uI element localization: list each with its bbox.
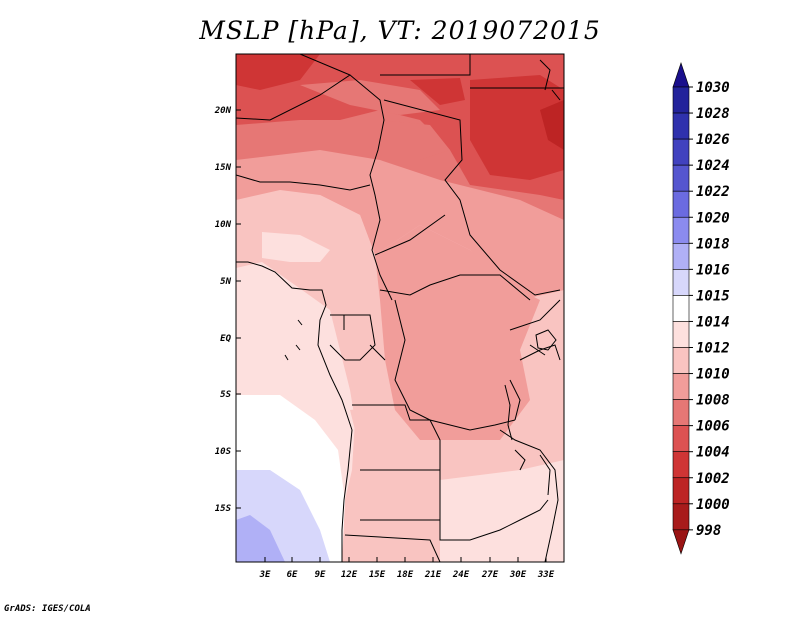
- colorbar-band: [672, 321, 690, 348]
- longitude-axis: 3E 6E 9E 12E 15E 18E 21E 24E 27E 30E 33E: [259, 557, 555, 580]
- colorbar-band: [672, 269, 690, 296]
- colorbar-level-label: 1000: [696, 497, 730, 513]
- colorbar-band: [672, 399, 690, 426]
- lat-tick-label: 10N: [215, 220, 232, 230]
- colorbar-level-label: 1026: [696, 132, 730, 148]
- colorbar-level-label: 1028: [696, 106, 730, 122]
- colorbar-band: [672, 477, 690, 505]
- colorbar-level-label: 1006: [696, 419, 730, 435]
- lon-tick-label: 30E: [509, 570, 527, 580]
- colorbar-level-label: 998: [696, 523, 721, 539]
- colorbar-band: [672, 112, 690, 140]
- map-title: MSLP [hPa], VT: 2019072015: [199, 16, 601, 45]
- lon-tick-label: 33E: [537, 570, 555, 580]
- country-borders: [236, 54, 564, 562]
- colorbar-band: [672, 373, 690, 400]
- lon-tick-label: 3E: [259, 570, 271, 580]
- lon-tick-label: 18E: [397, 570, 414, 580]
- colorbar-band: [672, 190, 690, 218]
- colorbar-level-label: 1016: [696, 262, 730, 278]
- lakes: [284, 319, 557, 496]
- colorbar-band: [672, 503, 690, 531]
- colorbar-level-label: 1020: [696, 210, 730, 226]
- colorbar-level-label: 1015: [696, 288, 730, 304]
- colorbar-band: [672, 243, 690, 270]
- lon-tick-label: 27E: [481, 570, 499, 580]
- colorbar-level-label: 1022: [696, 184, 730, 200]
- lon-tick-label: 24E: [452, 570, 470, 580]
- colorbar-band: [672, 295, 690, 322]
- colorbar: 1030 1028 1026 1024 1022 1020 1018 1016 1015 1014…: [672, 62, 730, 555]
- colorbar-level-label: 1030: [696, 80, 730, 96]
- lon-tick-label: 15E: [369, 570, 386, 580]
- lat-tick-label: 20N: [214, 106, 232, 116]
- colorbar-band: [672, 347, 690, 374]
- lat-tick-label: 5N: [220, 277, 231, 287]
- colorbar-level-label: 1024: [696, 158, 730, 174]
- lon-tick-label: 21E: [424, 570, 442, 580]
- colorbar-bottom-cap: [672, 529, 690, 555]
- colorbar-level-label: 1002: [696, 471, 730, 487]
- colorbar-level-label: 1018: [696, 236, 730, 252]
- lat-tick-label: 15N: [215, 163, 232, 173]
- map-frame: [235, 53, 565, 563]
- colorbar-band: [672, 216, 690, 244]
- latitude-axis: 20N 15N 10N 5N EQ 5S 10S 15S: [214, 106, 241, 514]
- colorbar-level-label: 1008: [696, 393, 730, 409]
- lat-tick-label: 15S: [215, 504, 232, 514]
- colorbar-level-label: 1012: [696, 341, 730, 357]
- lat-tick-label: 5S: [220, 390, 231, 400]
- colorbar-level-label: 1014: [696, 314, 730, 330]
- colorbar-level-label: 1004: [696, 445, 730, 461]
- colorbar-band: [672, 138, 690, 166]
- lon-tick-label: 6E: [287, 570, 298, 580]
- colorbar-band: [672, 451, 690, 479]
- pressure-field: [236, 54, 564, 562]
- colorbar-level-label: 1010: [696, 367, 730, 383]
- lon-tick-label: 12E: [341, 570, 358, 580]
- lon-tick-label: 9E: [315, 570, 326, 580]
- colorbar-band: [672, 164, 690, 192]
- colorbar-top-cap: [672, 62, 690, 88]
- lat-tick-label: 10S: [215, 447, 232, 457]
- footer-credit: GrADS: IGES/COLA: [4, 604, 91, 614]
- colorbar-band: [672, 86, 690, 114]
- colorbar-band: [672, 425, 690, 452]
- lat-tick-label: EQ: [220, 334, 231, 344]
